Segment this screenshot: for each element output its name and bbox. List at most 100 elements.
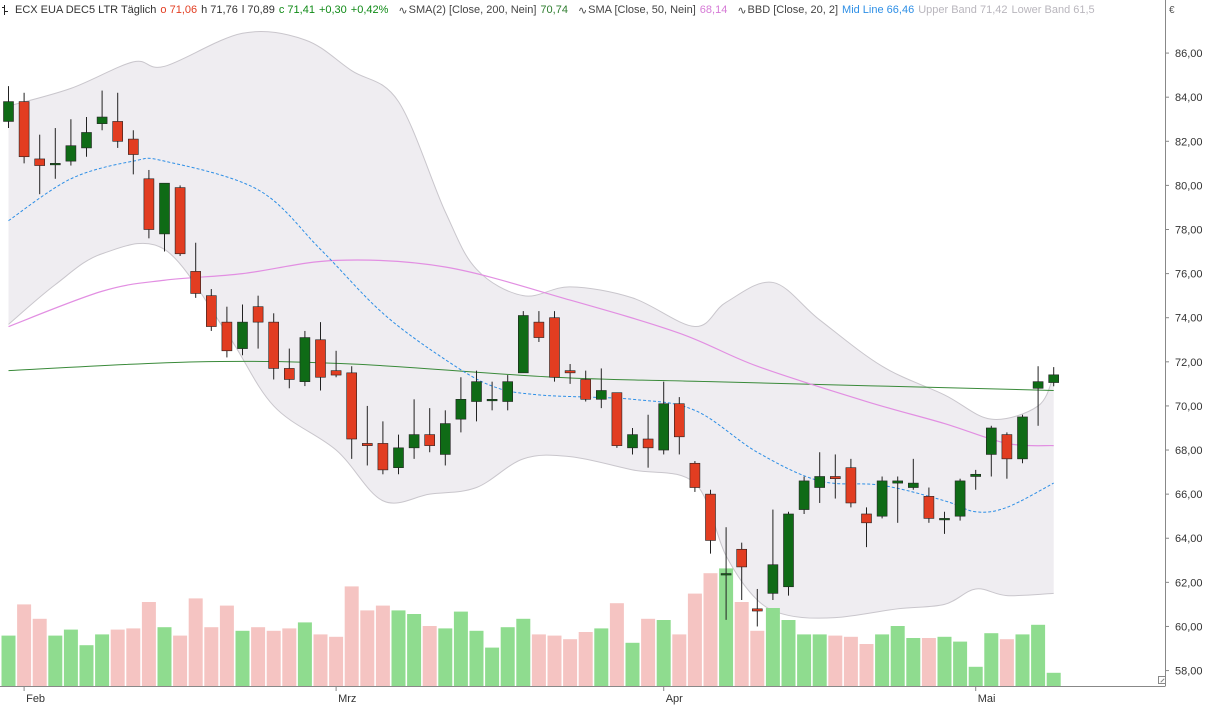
candle (315, 322, 326, 391)
candle (705, 489, 716, 554)
y-tick-label: 86,00 (1175, 48, 1203, 60)
volume-bar (890, 626, 905, 686)
volume-bar (578, 632, 593, 686)
volume-bar (797, 634, 812, 686)
candle (408, 399, 420, 459)
candle-body (533, 321, 545, 338)
candle (330, 350, 342, 378)
volume-bar (282, 628, 297, 686)
y-tick-label: 84,00 (1175, 92, 1203, 104)
candle-body (96, 116, 108, 124)
candle (939, 511, 950, 534)
x-tick-label: Mrz (338, 693, 356, 705)
candle-body (642, 438, 654, 449)
candle-body (190, 271, 201, 294)
indicator-line-layer (8, 157, 1054, 513)
candle (1017, 414, 1028, 464)
volume-bar (407, 614, 422, 686)
candle (377, 421, 389, 475)
candle (564, 364, 576, 384)
candle (689, 461, 701, 492)
candle-body (377, 443, 389, 471)
volume-bar (937, 636, 952, 686)
candle-body (954, 480, 966, 517)
volume-bar (765, 608, 780, 686)
sma50-value: 68,14 (699, 4, 728, 16)
candle-layer[interactable] (3, 86, 1059, 627)
volume-bar (1, 635, 16, 686)
volume-bar (375, 605, 390, 686)
candle-body (798, 480, 810, 510)
volume-bar (812, 634, 827, 686)
candle (283, 348, 295, 389)
x-tick-label: Feb (26, 693, 45, 705)
candle (18, 92, 30, 164)
candle-body (174, 187, 186, 255)
candle-body (268, 321, 280, 369)
volume-bar (79, 645, 94, 686)
candle (1048, 367, 1059, 387)
indicator-wave-icon: ∿ (737, 4, 747, 17)
candle (673, 397, 685, 455)
candle (720, 527, 732, 620)
volume-bar (422, 626, 437, 686)
candle (642, 414, 654, 468)
candle (595, 368, 607, 409)
candle (471, 370, 482, 422)
candle-body (892, 480, 904, 484)
candle (393, 434, 404, 475)
volume-bar (734, 602, 749, 686)
candle (221, 306, 233, 358)
volume-bar (313, 634, 328, 686)
candle-body (502, 381, 514, 402)
candle-body (159, 182, 170, 235)
volume-bar (453, 611, 468, 686)
lower-band-value: Lower Band 61,5 (1011, 4, 1095, 16)
volume-bar (656, 620, 671, 686)
volume-bar (563, 639, 578, 686)
volume-bar (687, 593, 702, 686)
candle (549, 311, 560, 382)
volume-bar (984, 633, 999, 686)
y-tick-label: 66,00 (1175, 489, 1203, 501)
candle (299, 330, 311, 387)
candle (439, 410, 451, 466)
volume-bar (188, 598, 203, 686)
volume-bar (719, 568, 734, 686)
ohlc-icon (2, 5, 11, 15)
candle-body (221, 321, 233, 352)
candle-body (985, 427, 997, 455)
volume-bar (157, 627, 172, 686)
candle-body (720, 573, 732, 576)
candle-body (65, 145, 77, 162)
candle (923, 487, 935, 523)
volume-bar (266, 630, 281, 686)
volume-bar (547, 635, 562, 686)
chart-legend: ECX EUA DEC5 LTR Täglich o 71,06 h 71,76… (0, 0, 1165, 20)
candle-body (845, 467, 857, 504)
candle (907, 458, 919, 490)
volume-bar (141, 602, 156, 686)
candle-body (439, 423, 451, 455)
volume-bar (173, 635, 188, 686)
volume-bar (32, 618, 47, 686)
candle-body (393, 447, 404, 468)
candle (829, 454, 841, 499)
candle-body (1001, 434, 1013, 460)
volume-bar (329, 636, 344, 686)
candle-body (408, 434, 420, 449)
volume-bar (516, 618, 531, 686)
candle (424, 408, 436, 453)
x-tick-label: Apr (666, 693, 683, 705)
volume-bar (953, 641, 968, 686)
y-tick-label: 64,00 (1175, 533, 1203, 545)
candle-body (455, 399, 467, 420)
volume-bar (875, 634, 890, 686)
candle (206, 289, 217, 331)
candle-body (3, 101, 14, 122)
candle-body (283, 368, 295, 380)
resize-corner-icon[interactable] (1158, 676, 1166, 684)
candle-body (206, 295, 217, 327)
volume-bar (750, 630, 765, 686)
